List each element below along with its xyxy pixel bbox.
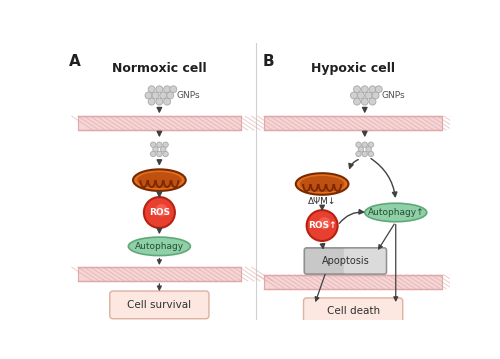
Circle shape: [356, 151, 362, 157]
Text: A: A: [68, 54, 80, 69]
Text: Apoptosis: Apoptosis: [322, 256, 369, 266]
Circle shape: [153, 146, 158, 152]
Circle shape: [358, 92, 364, 99]
FancyBboxPatch shape: [264, 275, 442, 289]
Circle shape: [163, 151, 168, 157]
Circle shape: [369, 86, 376, 93]
Circle shape: [163, 142, 168, 148]
Text: GNPs: GNPs: [382, 91, 406, 100]
Circle shape: [362, 98, 368, 105]
Text: Cell death: Cell death: [326, 306, 380, 316]
Circle shape: [160, 146, 166, 152]
FancyBboxPatch shape: [304, 298, 402, 324]
Circle shape: [156, 204, 168, 216]
Circle shape: [318, 217, 330, 229]
Circle shape: [369, 98, 376, 105]
Circle shape: [368, 142, 374, 148]
Text: B: B: [262, 54, 274, 69]
Circle shape: [170, 86, 177, 93]
Ellipse shape: [128, 237, 190, 256]
Text: Autophagy↑: Autophagy↑: [368, 208, 424, 217]
FancyBboxPatch shape: [264, 116, 442, 130]
Circle shape: [166, 92, 173, 99]
Circle shape: [306, 210, 338, 241]
FancyBboxPatch shape: [110, 291, 209, 319]
Circle shape: [164, 98, 170, 105]
Circle shape: [358, 146, 364, 152]
Circle shape: [150, 142, 156, 148]
Circle shape: [156, 98, 163, 105]
Circle shape: [160, 92, 166, 99]
Circle shape: [164, 86, 170, 93]
Ellipse shape: [300, 176, 344, 192]
Text: ROS↑: ROS↑: [308, 221, 336, 230]
Text: ROS: ROS: [149, 208, 170, 217]
Circle shape: [366, 146, 372, 152]
Ellipse shape: [296, 173, 348, 195]
Circle shape: [362, 142, 368, 148]
Circle shape: [152, 92, 159, 99]
Text: Autophagy: Autophagy: [135, 242, 184, 251]
Circle shape: [362, 151, 368, 157]
Text: GNPs: GNPs: [176, 91, 200, 100]
Text: Hypoxic cell: Hypoxic cell: [311, 61, 395, 75]
Circle shape: [145, 92, 152, 99]
Ellipse shape: [365, 203, 427, 222]
Circle shape: [148, 86, 155, 93]
Ellipse shape: [133, 169, 186, 191]
Circle shape: [365, 92, 372, 99]
Circle shape: [372, 92, 379, 99]
Circle shape: [350, 92, 358, 99]
Text: Normoxic cell: Normoxic cell: [112, 61, 206, 75]
Circle shape: [156, 142, 162, 148]
Text: ΔΨM↓: ΔΨM↓: [308, 197, 336, 206]
Circle shape: [354, 86, 360, 93]
FancyBboxPatch shape: [344, 249, 386, 273]
Circle shape: [375, 86, 382, 93]
Circle shape: [148, 98, 155, 105]
FancyBboxPatch shape: [78, 116, 241, 130]
Circle shape: [354, 98, 360, 105]
FancyBboxPatch shape: [78, 267, 241, 281]
Ellipse shape: [137, 172, 182, 188]
Circle shape: [150, 151, 156, 157]
Text: Cell survival: Cell survival: [128, 300, 192, 310]
Circle shape: [156, 151, 162, 157]
Circle shape: [144, 197, 175, 228]
Circle shape: [156, 86, 163, 93]
Circle shape: [356, 142, 362, 148]
Circle shape: [368, 151, 374, 157]
Circle shape: [362, 86, 368, 93]
FancyBboxPatch shape: [304, 248, 386, 274]
